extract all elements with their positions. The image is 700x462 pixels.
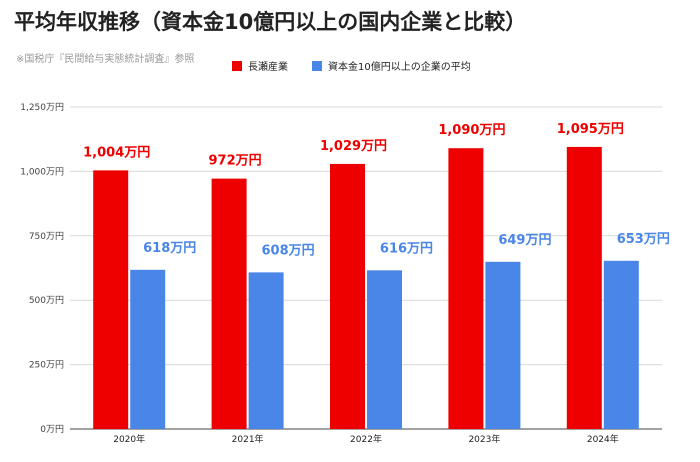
- bar-nagase: [211, 178, 247, 429]
- bar-nagase: [566, 146, 602, 430]
- bar-average: [367, 270, 402, 429]
- bar-average: [130, 269, 166, 429]
- data-label-nagase: 972万円: [209, 154, 262, 169]
- data-label-average: 608万円: [262, 243, 315, 258]
- legend-item-average: 資本金10億円以上の企業の平均: [312, 58, 471, 73]
- legend-item-nagase: 長瀬産業: [232, 58, 288, 73]
- data-label-nagase: 1,090万円: [438, 123, 505, 138]
- data-label-average: 653万円: [617, 232, 670, 247]
- chart-title: 平均年収推移（資本金10億円以上の国内企業と比較）: [14, 10, 527, 34]
- bar-nagase: [330, 163, 365, 429]
- y-tick-label: 250万円: [29, 360, 64, 371]
- y-tick-label: 1,000万円: [20, 166, 64, 177]
- data-label-nagase: 1,029万円: [320, 139, 387, 154]
- y-tick-label: 0万円: [40, 424, 64, 435]
- legend-label-nagase: 長瀬産業: [248, 62, 288, 73]
- data-label-average: 616万円: [380, 241, 433, 256]
- x-tick-label: 2023年: [468, 433, 500, 445]
- y-tick-label: 500万円: [29, 295, 64, 306]
- data-label-nagase: 1,095万円: [557, 122, 624, 137]
- bar-average: [248, 272, 284, 429]
- bar-nagase: [93, 170, 129, 429]
- legend-swatch-average: [312, 60, 322, 71]
- legend: 長瀬産業 資本金10億円以上の企業の平均: [232, 58, 471, 73]
- data-label-average: 649万円: [498, 233, 551, 248]
- bar-average: [603, 260, 639, 429]
- legend-swatch-nagase: [232, 60, 242, 71]
- x-tick-label: 2020年: [113, 433, 145, 445]
- data-label-average: 618万円: [143, 241, 196, 256]
- legend-label-average: 資本金10億円以上の企業の平均: [328, 62, 471, 73]
- source-note: ※国税庁『民間給与実態統計調査』参照: [16, 54, 195, 65]
- bar-nagase: [448, 148, 484, 429]
- x-tick-label: 2024年: [587, 433, 619, 445]
- data-label-nagase: 1,004万円: [83, 145, 150, 160]
- x-tick-label: 2022年: [350, 433, 382, 445]
- bar-average: [485, 261, 521, 429]
- x-tick-label: 2021年: [232, 433, 264, 445]
- y-tick-label: 750万円: [29, 231, 64, 242]
- y-tick-label: 1,250万円: [20, 102, 64, 113]
